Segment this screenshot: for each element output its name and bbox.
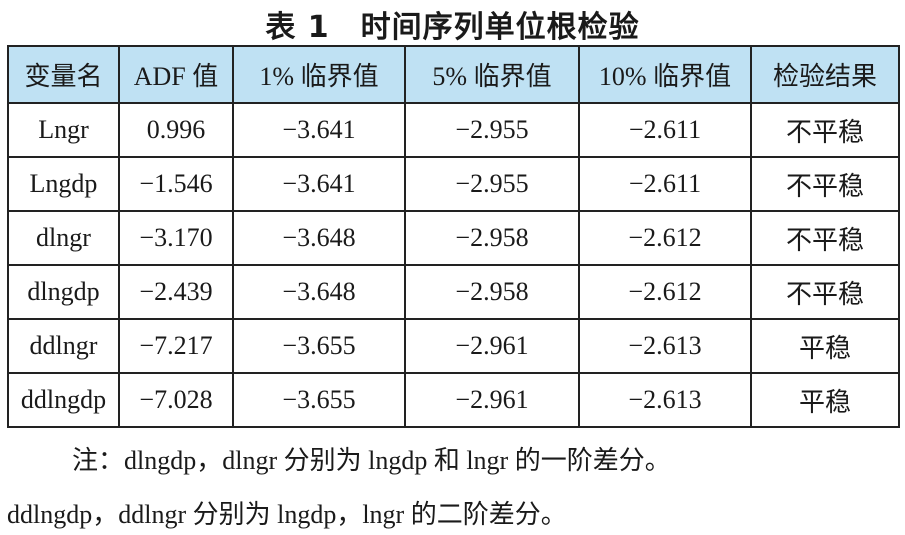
table-cell: Lngdp xyxy=(7,156,120,212)
table-cell: 不平稳 xyxy=(750,210,900,266)
table-cell: −2.611 xyxy=(578,102,752,158)
table: 变量名 ADF 值 1% 临界值 5% 临界值 10% 临界值 检验结果 Lngr 0.99… xyxy=(7,45,900,428)
table-cell: −2.955 xyxy=(404,156,580,212)
header-row: 变量名 ADF 值 1% 临界值 5% 临界值 10% 临界值 检验结果 xyxy=(7,45,900,104)
table-cell: −3.170 xyxy=(118,210,234,266)
table-cell: −2.955 xyxy=(404,102,580,158)
header-cell: ADF 值 xyxy=(118,45,234,104)
table-cell: −3.655 xyxy=(232,372,406,428)
header-cell: 1% 临界值 xyxy=(232,45,406,104)
note-line: 注：dlngdp，dlngr 分别为 lngdp 和 lngr 的一阶差分。 xyxy=(72,446,671,475)
header-cell: 变量名 xyxy=(7,45,120,104)
table-row: ddlngdp −7.028 −3.655 −2.961 −2.613 平稳 xyxy=(7,372,900,428)
table-cell: −2.961 xyxy=(404,372,580,428)
table-cell: −3.641 xyxy=(232,156,406,212)
table-cell: −2.958 xyxy=(404,264,580,320)
table-cell: −2.612 xyxy=(578,210,752,266)
table-cell: −7.028 xyxy=(118,372,234,428)
table-row: ddlngr −7.217 −3.655 −2.961 −2.613 平稳 xyxy=(7,318,900,374)
table-cell: 0.996 xyxy=(118,102,234,158)
table-row: dlngr −3.170 −3.648 −2.958 −2.612 不平稳 xyxy=(7,210,900,266)
table-cell: −2.958 xyxy=(404,210,580,266)
table-cell: ddlngr xyxy=(7,318,120,374)
table-cell: 不平稳 xyxy=(750,102,900,158)
table-cell: 平稳 xyxy=(750,372,900,428)
table-cell: −1.546 xyxy=(118,156,234,212)
table-row: Lngr 0.996 −3.641 −2.955 −2.611 不平稳 xyxy=(7,102,900,158)
table-cell: −3.641 xyxy=(232,102,406,158)
table-row: dlngdp −2.439 −3.648 −2.958 −2.612 不平稳 xyxy=(7,264,900,320)
table-cell: 平稳 xyxy=(750,318,900,374)
table-row: Lngdp −1.546 −3.641 −2.955 −2.611 不平稳 xyxy=(7,156,900,212)
table-cell: ddlngdp xyxy=(7,372,120,428)
table-cell: −2.439 xyxy=(118,264,234,320)
table-cell: 不平稳 xyxy=(750,264,900,320)
note-line: ddlngdp，ddlngr 分别为 lngdp，lngr 的二阶差分。 xyxy=(7,500,567,529)
table-cell: −2.611 xyxy=(578,156,752,212)
table-cell: −3.648 xyxy=(232,264,406,320)
table-cell: 不平稳 xyxy=(750,156,900,212)
table-cell: Lngr xyxy=(7,102,120,158)
table-cell: −2.613 xyxy=(578,318,752,374)
header-cell: 检验结果 xyxy=(750,45,900,104)
header-cell: 10% 临界值 xyxy=(578,45,752,104)
table-cell: dlngr xyxy=(7,210,120,266)
table-cell: −2.961 xyxy=(404,318,580,374)
header-cell: 5% 临界值 xyxy=(404,45,580,104)
table-title: 表 1 时间序列单位根检验 xyxy=(265,10,640,45)
table-cell: −3.648 xyxy=(232,210,406,266)
table-cell: −7.217 xyxy=(118,318,234,374)
table-cell: −2.613 xyxy=(578,372,752,428)
table-cell: −3.655 xyxy=(232,318,406,374)
table-cell: dlngdp xyxy=(7,264,120,320)
table-cell: −2.612 xyxy=(578,264,752,320)
